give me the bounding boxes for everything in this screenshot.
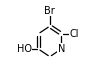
Text: N: N [58, 44, 65, 54]
Text: Cl: Cl [69, 29, 79, 39]
Text: HO: HO [17, 44, 32, 54]
Text: Br: Br [44, 6, 55, 16]
